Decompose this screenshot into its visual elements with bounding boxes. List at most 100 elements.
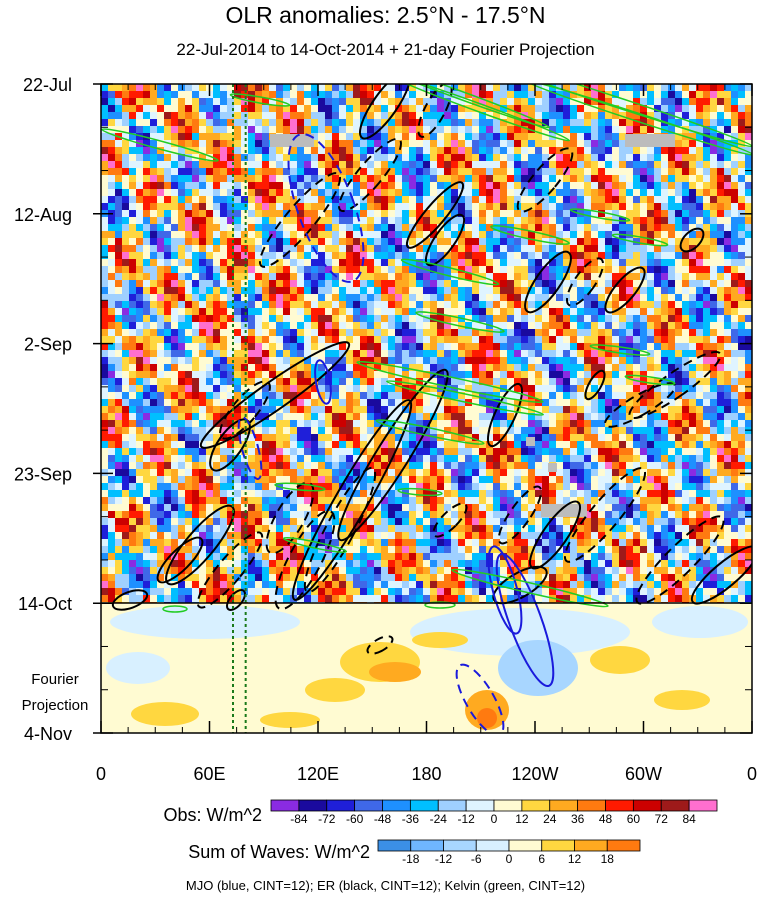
er-contour (338, 137, 402, 213)
kelvin-contour (490, 225, 570, 245)
projection-anomaly (654, 690, 710, 710)
colorbar-swatch (382, 799, 411, 812)
y-tick-label: 22-Jul (23, 75, 72, 95)
er-contour (424, 213, 466, 267)
er-contour (303, 466, 377, 594)
y-tick-label: 2-Sep (24, 335, 72, 355)
er-contour (487, 382, 523, 448)
projection-anomaly (305, 678, 365, 702)
colorbar-swatch (475, 839, 510, 852)
mjo-contour (237, 416, 263, 480)
mjo-contour (287, 133, 365, 283)
colorbar-swatch (577, 799, 606, 812)
colorbar-level: -84 (290, 812, 308, 826)
obs-colorbar: -84 -72 -60 -48 -36 -24 -12 0 12 24 36 48 60 72 84 (270, 799, 718, 826)
er-contour (690, 545, 752, 605)
projection-anomaly (652, 606, 748, 638)
er-contour (111, 589, 149, 611)
er-contour (524, 250, 572, 314)
er-contour (604, 266, 646, 314)
kelvin-contour (451, 568, 609, 608)
kelvin-contour (274, 482, 326, 492)
colorbar-swatch (410, 839, 444, 852)
projection-anomaly (412, 632, 468, 648)
axes: 0 60E 120E 180 120W 60W 0 22-Jul 12-Aug 2-Sep 23-S… (14, 75, 757, 784)
colorbar-swatch (521, 799, 551, 812)
kelvin-contour (385, 380, 545, 416)
obs-colorbar-label: Obs: W/m^2 (164, 805, 262, 825)
colorbar-swatch (688, 799, 718, 812)
kelvin-contour (397, 487, 443, 497)
mjo-contour (487, 545, 523, 635)
fourier-projection-field (101, 603, 752, 733)
colorbar-swatch (541, 839, 575, 852)
projection-label-line-1: Fourier (31, 671, 79, 688)
colorbar-level: 84 (682, 812, 696, 826)
colorbar-swatch (508, 839, 543, 852)
colorbar-swatch (605, 799, 634, 812)
colorbar-level: 6 (538, 852, 545, 866)
kelvin-contour (624, 374, 676, 386)
er-contour (417, 84, 453, 138)
kelvin-contour (162, 605, 188, 613)
colorbar-swatch (437, 799, 467, 812)
kelvin-contour (356, 360, 544, 404)
colorbar-swatch (660, 799, 690, 812)
er-contour (359, 84, 411, 140)
er-contour (156, 536, 204, 584)
colorbar-swatch (443, 839, 477, 852)
chart-title: OLR anomalies: 2.5°N - 17.5°N (225, 2, 546, 28)
mjo-contour (314, 359, 332, 405)
colorbar-level: 0 (491, 812, 498, 826)
kelvin-contour (389, 84, 571, 142)
reference-lines (232, 84, 247, 733)
colorbar-swatch (632, 799, 662, 812)
projection-anomaly (106, 652, 170, 684)
projection-anomaly (410, 608, 630, 656)
wave-contours (101, 84, 752, 733)
er-contour (563, 467, 647, 563)
kelvin-contour (375, 419, 485, 445)
colorbar-level: -24 (430, 812, 448, 826)
kelvin-contour (282, 536, 348, 554)
kelvin-contour (569, 208, 631, 222)
er-contour (497, 485, 543, 545)
colorbar-level: -12 (457, 812, 475, 826)
projection-anomaly (477, 708, 497, 728)
colorbar-swatch (574, 839, 608, 852)
missing-data-patch (526, 437, 535, 446)
x-tick-label: 60W (625, 764, 662, 784)
projection-anomaly (260, 712, 320, 728)
er-contour (337, 368, 449, 542)
colorbar-level: 72 (655, 812, 669, 826)
colorbar-level: -6 (471, 852, 482, 866)
colorbar-level: 36 (571, 812, 585, 826)
waves-colorbar-label: Sum of Waves: W/m^2 (188, 842, 370, 862)
projection-anomaly (498, 640, 578, 696)
colorbar-swatch (298, 799, 328, 812)
observed-olr-field (101, 84, 752, 603)
colorbar-swatch (465, 799, 495, 812)
kelvin-contour (369, 84, 551, 129)
y-tick-label: 23-Sep (14, 464, 72, 484)
mjo-contour (455, 663, 505, 733)
colorbar-level: 12 (568, 852, 582, 866)
colorbar-level: 12 (515, 812, 529, 826)
er-contour (628, 350, 722, 420)
projection-anomaly (590, 646, 650, 674)
kelvin-contour (424, 601, 456, 609)
er-contour (492, 565, 548, 605)
missing-data-patch (625, 134, 675, 147)
er-contour (432, 502, 468, 538)
colorbar-level: -18 (402, 852, 420, 866)
colorbar-level: 60 (627, 812, 641, 826)
colorbar-level: -48 (374, 812, 392, 826)
y-tick-label: 12-Aug (14, 205, 72, 225)
kelvin-contour (589, 344, 651, 356)
colorbar-level: 24 (543, 812, 557, 826)
projection-anomaly (131, 702, 199, 726)
y-tick-label: 4-Nov (24, 724, 72, 744)
colorbar-level: -72 (318, 812, 336, 826)
er-contour (226, 589, 246, 611)
